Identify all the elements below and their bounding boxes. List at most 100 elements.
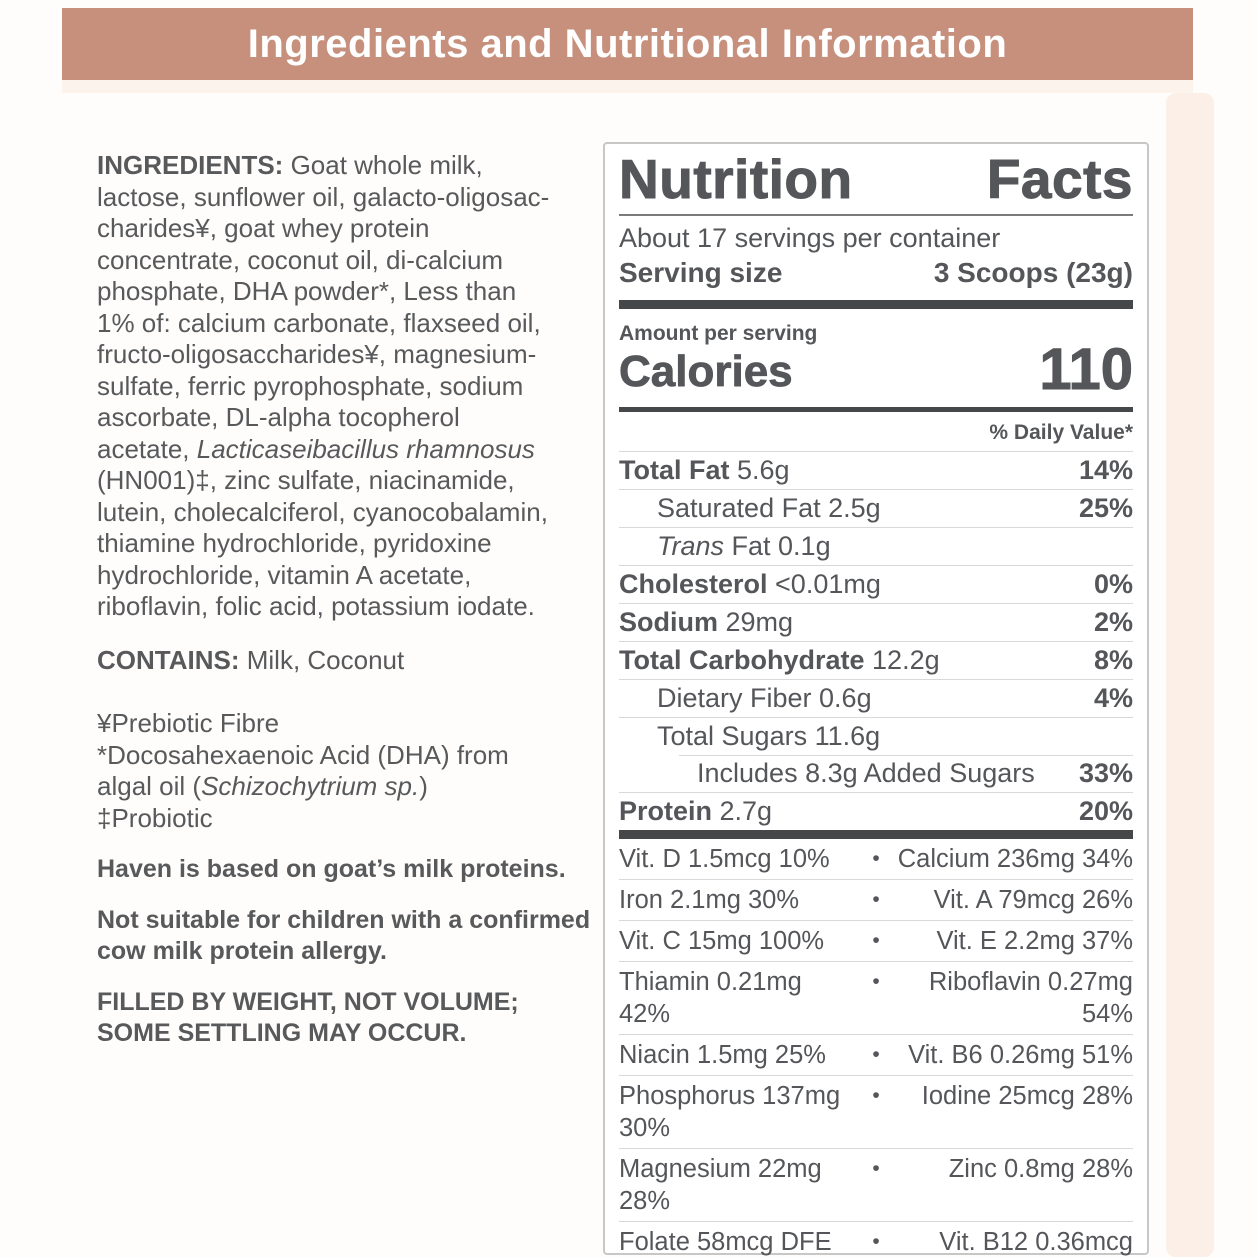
vitamin-row: Niacin 1.5mg 25% • Vit. B6 0.26mg 51% bbox=[619, 1033, 1133, 1075]
nutrient-label: Sodium 29mg bbox=[619, 607, 793, 638]
daily-value: 2% bbox=[1093, 606, 1133, 637]
indented-rule bbox=[679, 754, 1133, 756]
nutrient-label: Total Sugars 11.6g bbox=[619, 721, 880, 752]
pink-wash-top bbox=[62, 80, 1193, 93]
vitamin-left: Phosphorus 137mg 30% bbox=[619, 1081, 841, 1142]
vitamin-mineral-rows: Vit. D 1.5mcg 10% • Calcium 236mg 34% Iron … bbox=[619, 839, 1133, 1257]
nutrient-label: Cholesterol <0.01mg bbox=[619, 569, 881, 600]
nutrition-facts-title: Nutrition Facts bbox=[619, 148, 1134, 210]
ingredients-column: INGREDIENTS: Goat whole milk, lactose, s… bbox=[97, 150, 612, 1049]
vitamin-left: Iron 2.1mg 30% bbox=[619, 885, 800, 914]
text-segment: Protein bbox=[619, 795, 713, 826]
nutrient-row: Dietary Fiber 0.6g 4% bbox=[619, 678, 1133, 717]
nutrient-row: Total Carbohydrate 12.2g 8% bbox=[619, 640, 1133, 679]
text-segment: Saturated Fat 2.5g bbox=[657, 492, 881, 523]
daily-value: 20% bbox=[1078, 795, 1133, 826]
text-segment: Total Fat bbox=[619, 454, 730, 485]
nutrient-row: Saturated Fat 2.5g 25% bbox=[619, 488, 1133, 527]
calories-row: Calories 110 bbox=[619, 340, 1134, 399]
calories-label: Calories bbox=[619, 346, 793, 396]
vitamin-right: Vit. A 79mcg 26% bbox=[933, 885, 1133, 914]
nutrient-row: Cholesterol <0.01mg 0% bbox=[619, 564, 1133, 603]
serving-size-value: 3 Scoops (23g) bbox=[933, 257, 1133, 289]
text-segment: 29mg bbox=[718, 606, 794, 637]
text-segment: Cholesterol bbox=[619, 568, 768, 599]
vitamin-row: Vit. D 1.5mcg 10% • Calcium 236mg 34% bbox=[619, 839, 1133, 879]
bullet-separator: • bbox=[872, 928, 880, 952]
nutrient-label: Total Fat 5.6g bbox=[619, 455, 790, 486]
daily-value: 14% bbox=[1078, 454, 1133, 485]
vitamin-left: Niacin 1.5mg 25% bbox=[619, 1040, 826, 1069]
text-segment: ) ‡Probiotic bbox=[97, 771, 428, 833]
text-segment: 5.6g bbox=[729, 454, 790, 485]
nutrient-label: Trans Fat 0.1g bbox=[619, 531, 831, 562]
nutrient-row: Trans Fat 0.1g bbox=[619, 526, 1133, 565]
vitamin-row: Folate 58mcg DFE 39% (34mcg folic acid) •… bbox=[619, 1220, 1133, 1257]
text-segment: 12.2g bbox=[864, 644, 940, 675]
vitamin-right: Vit. B6 0.26mg 51% bbox=[908, 1040, 1133, 1069]
text-segment: Total Sugars 11.6g bbox=[657, 720, 881, 751]
text-segment: CONTAINS: bbox=[97, 644, 240, 675]
text-segment: Dietary Fiber 0.6g bbox=[657, 682, 872, 713]
vitamin-row: Magnesium 22mg 28% • Zinc 0.8mg 28% bbox=[619, 1147, 1133, 1221]
vitamin-right: Vit. B12 0.36mcg 40% bbox=[939, 1227, 1133, 1256]
contains-line: CONTAINS: Milk, Coconut bbox=[97, 645, 612, 677]
vitamin-right: Iodine 25mcg 28% bbox=[921, 1081, 1133, 1110]
vitamin-left: Magnesium 22mg 28% bbox=[619, 1154, 822, 1215]
nutrient-label: Saturated Fat 2.5g bbox=[619, 493, 881, 524]
nutrient-rows: Total Fat 5.6g 14% Saturated Fat 2.5g 25% Tr… bbox=[619, 450, 1133, 830]
vitamin-left: Vit. C 15mg 100% bbox=[619, 926, 825, 955]
vitamin-right: Zinc 0.8mg 28% bbox=[948, 1154, 1133, 1183]
vitamin-right: Riboflavin 0.27mg 54% bbox=[928, 967, 1133, 1028]
amount-per-serving-label: Amount per serving bbox=[619, 322, 818, 346]
serving-size-row: Serving size 3 Scoops (23g) bbox=[619, 257, 1133, 300]
nutrient-label: Includes 8.3g Added Sugars bbox=[619, 758, 1035, 789]
daily-value: 4% bbox=[1093, 682, 1133, 713]
bullet-separator: • bbox=[872, 1083, 880, 1107]
vitamin-row: Thiamin 0.21mg 42% • Riboflavin 0.27mg 54% bbox=[619, 960, 1133, 1034]
bullet-separator: • bbox=[872, 1156, 880, 1180]
vitamin-right: Vit. E 2.2mg 37% bbox=[936, 926, 1133, 955]
text-segment: Goat whole milk, lactose, sunflower oil,… bbox=[97, 150, 550, 464]
thick-divider bbox=[619, 300, 1133, 310]
vitamin-row: Vit. C 15mg 100% • Vit. E 2.2mg 37% bbox=[619, 919, 1133, 961]
nutrient-label: Protein 2.7g bbox=[619, 796, 772, 827]
thick-divider bbox=[619, 829, 1133, 839]
daily-value-header: % Daily Value* bbox=[989, 420, 1133, 444]
bullet-separator: • bbox=[872, 1229, 880, 1253]
nutrient-row: Total Fat 5.6g 14% bbox=[619, 450, 1133, 489]
vitamin-left: Folate 58mcg DFE 39% (34mcg folic acid) bbox=[619, 1227, 832, 1256]
daily-value: 8% bbox=[1093, 644, 1133, 675]
servings-per-container: About 17 servings per container bbox=[619, 223, 1001, 254]
vitamin-row: Phosphorus 137mg 30% • Iodine 25mcg 28% bbox=[619, 1074, 1133, 1148]
bullet-separator: • bbox=[872, 969, 880, 993]
text-segment: Includes 8.3g Added Sugars bbox=[697, 757, 1035, 788]
nutrient-label: Total Carbohydrate 12.2g bbox=[619, 645, 940, 676]
vitamin-left: Thiamin 0.21mg 42% bbox=[619, 967, 802, 1028]
text-segment: Milk, Coconut bbox=[239, 644, 405, 675]
goat-milk-note: Haven is based on goat’s milk proteins. bbox=[97, 855, 566, 883]
vitamin-right: Calcium 236mg 34% bbox=[897, 844, 1133, 873]
daily-value: 33% bbox=[1078, 757, 1133, 788]
serving-size-label: Serving size bbox=[619, 257, 783, 289]
medium-divider bbox=[619, 406, 1133, 412]
filled-by-weight-note: FILLED BY WEIGHT, NOT VOLUME; SOME SETTL… bbox=[97, 988, 519, 1047]
bullet-separator: • bbox=[872, 846, 880, 870]
header-band: Ingredients and Nutritional Information bbox=[62, 8, 1193, 80]
text-segment: Lacticaseibacillus rhamnosus bbox=[196, 433, 535, 464]
ingredients-paragraph: INGREDIENTS: Goat whole milk, lactose, s… bbox=[97, 150, 612, 623]
text-segment: Fat 0.1g bbox=[724, 530, 831, 561]
daily-value: 0% bbox=[1093, 568, 1133, 599]
pink-wash-right bbox=[1166, 93, 1214, 1257]
text-segment: 2.7g bbox=[712, 795, 773, 826]
vitamin-row: Iron 2.1mg 30% • Vit. A 79mcg 26% bbox=[619, 878, 1133, 920]
bullet-separator: • bbox=[872, 887, 880, 911]
bullet-separator: • bbox=[872, 1042, 880, 1066]
daily-value: 25% bbox=[1078, 492, 1133, 523]
text-segment: ¥Prebiotic Fibre *Docosahexaenoic Acid (… bbox=[97, 708, 509, 801]
allergy-note: Not suitable for children with a confirm… bbox=[97, 906, 591, 965]
text-segment: Sodium bbox=[619, 606, 718, 637]
text-segment: INGREDIENTS: bbox=[97, 150, 284, 180]
page-title: Ingredients and Nutritional Information bbox=[247, 21, 1008, 66]
